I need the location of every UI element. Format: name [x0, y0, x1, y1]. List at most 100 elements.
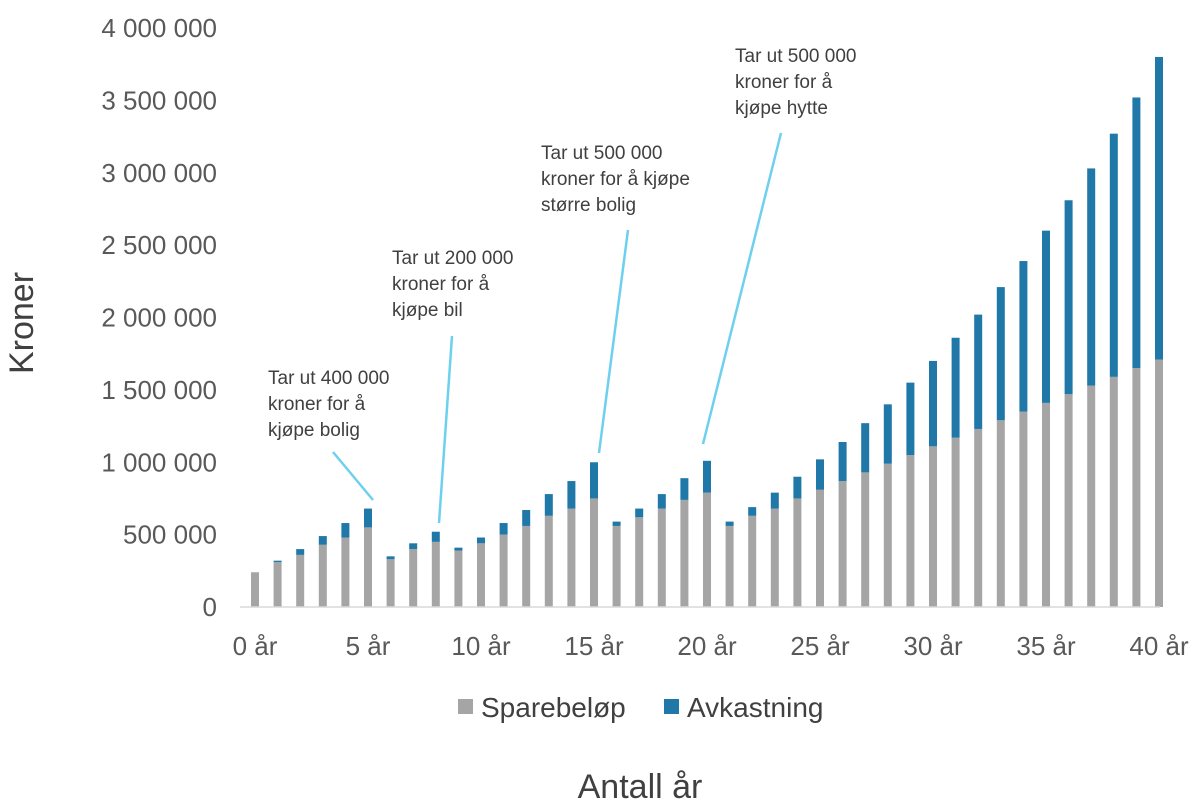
bar-sparebelop-year-24: [793, 498, 802, 607]
y-tick-label: 1 000 000: [101, 447, 217, 477]
bar-sparebelop-year-1: [273, 562, 282, 607]
bar-avkastning-year-17: [635, 508, 644, 518]
bar-avkastning-year-25: [816, 459, 824, 490]
bar-avkastning-year-39: [1132, 97, 1141, 369]
x-tick-label: 0 år: [233, 631, 278, 661]
bar-sparebelop-year-5: [364, 527, 372, 607]
bar-sparebelop-year-9: [454, 550, 463, 607]
legend-swatch-avkastning: [664, 699, 679, 714]
bar-avkastning-year-19: [680, 478, 689, 500]
annotation-line: Tar ut 200 000: [392, 248, 513, 269]
bar-avkastning-year-36: [1064, 200, 1073, 395]
y-tick-label: 3 000 000: [101, 158, 217, 188]
bar-avkastning-year-1: [273, 560, 282, 563]
bar-avkastning-year-34: [1019, 261, 1028, 412]
bar-sparebelop-year-38: [1109, 376, 1118, 607]
annotation-year-5: Tar ut 400 000 kroner for å kjøpe bolig: [268, 368, 389, 441]
annotation-leader-line: [332, 451, 374, 501]
y-tick-label: 0: [203, 592, 217, 622]
bar-avkastning-year-8: [431, 531, 440, 542]
bar-avkastning-year-13: [544, 494, 553, 516]
annotation-leader-line: [701, 132, 783, 445]
annotation-line: kjøpe bil: [392, 300, 463, 321]
bar-sparebelop-year-26: [838, 481, 847, 607]
bar-avkastning-year-11: [499, 523, 508, 535]
bar-avkastning-year-18: [657, 494, 666, 509]
bar-avkastning-year-33: [996, 287, 1005, 421]
bar-avkastning-year-14: [567, 481, 576, 509]
y-axis-title: Kroner: [3, 272, 41, 374]
y-tick-label: 4 000 000: [101, 13, 217, 43]
bar-avkastning-year-28: [883, 404, 892, 464]
bar-sparebelop-year-28: [883, 463, 892, 607]
bar-avkastning-year-3: [318, 536, 327, 545]
annotation-line: kroner for å: [735, 72, 833, 93]
bar-avkastning-year-2: [296, 549, 305, 555]
bars-group: [251, 56, 1163, 608]
bar-sparebelop-year-39: [1132, 368, 1141, 607]
bar-avkastning-year-32: [974, 314, 983, 429]
bar-sparebelop-year-11: [499, 534, 508, 608]
bar-sparebelop-year-18: [657, 508, 666, 607]
x-tick-label: 30 år: [903, 631, 963, 661]
legend: Sparebeløp Avkastning: [458, 692, 823, 723]
y-axis: 0 500 000 1 000 000 1 500 000 2 000 000 2 500…: [101, 13, 217, 622]
bar-sparebelop-year-13: [544, 515, 553, 607]
annotations-group: Tar ut 400 000 kroner for å kjøpe bolig Tar…: [268, 46, 856, 524]
legend-swatch-sparebelop: [458, 699, 473, 714]
bar-sparebelop-year-37: [1087, 385, 1096, 607]
bar-avkastning-year-38: [1109, 133, 1118, 377]
bar-avkastning-year-5: [364, 508, 372, 528]
bar-sparebelop-year-23: [770, 508, 779, 607]
bar-avkastning-year-26: [838, 441, 847, 482]
bar-sparebelop-year-7: [409, 549, 418, 607]
bar-sparebelop-year-6: [386, 559, 395, 607]
bar-avkastning-year-16: [612, 521, 621, 526]
bar-sparebelop-year-14: [567, 508, 576, 607]
bar-sparebelop-year-16: [612, 525, 621, 607]
y-tick-label: 1 500 000: [101, 375, 217, 405]
legend-label-sparebelop: Sparebeløp: [481, 692, 626, 723]
x-tick-label: 40 år: [1129, 631, 1189, 661]
annotation-year-20: Tar ut 500 000 kroner for å kjøpe hytte: [735, 46, 856, 119]
bar-sparebelop-year-15: [590, 498, 598, 607]
bar-sparebelop-year-30: [929, 446, 937, 607]
bar-sparebelop-year-8: [431, 541, 440, 607]
bar-sparebelop-year-25: [816, 489, 824, 607]
bar-sparebelop-year-19: [680, 499, 689, 607]
x-axis-title: Antall år: [578, 768, 703, 806]
bar-avkastning-year-21: [725, 521, 734, 526]
x-axis: 0 år 5 år 10 år 15 år 20 år 25 år 30 år 35 år 40…: [233, 606, 1189, 661]
bar-sparebelop-year-4: [341, 537, 350, 607]
bar-avkastning-year-20: [703, 460, 711, 493]
bar-avkastning-year-23: [770, 492, 779, 509]
bar-avkastning-year-7: [409, 543, 418, 550]
annotation-year-15: Tar ut 500 000 kroner for å kjøpe større b…: [541, 143, 690, 216]
bar-avkastning-year-30: [929, 360, 937, 447]
bar-sparebelop-year-21: [725, 525, 734, 607]
bar-avkastning-year-6: [386, 556, 395, 560]
bar-avkastning-year-24: [793, 476, 802, 499]
bar-sparebelop-year-27: [861, 472, 870, 607]
annotation-line: Tar ut 500 000: [541, 143, 662, 164]
bar-sparebelop-year-0: [251, 572, 259, 607]
y-tick-label: 3 500 000: [101, 85, 217, 115]
bar-avkastning-year-22: [748, 507, 757, 516]
bar-sparebelop-year-22: [748, 515, 757, 607]
bar-avkastning-year-27: [861, 423, 870, 473]
bar-avkastning-year-12: [522, 510, 531, 526]
bar-sparebelop-year-33: [996, 420, 1005, 607]
y-tick-label: 2 500 000: [101, 230, 217, 260]
bar-avkastning-year-15: [590, 462, 598, 499]
bar-avkastning-year-31: [951, 337, 960, 438]
bar-sparebelop-year-36: [1064, 394, 1073, 607]
x-tick-label: 20 år: [677, 631, 737, 661]
bar-avkastning-year-35: [1042, 230, 1050, 403]
x-tick-label: 5 år: [346, 631, 391, 661]
y-tick-label: 500 000: [123, 520, 217, 550]
annotation-leader-line: [437, 335, 454, 524]
x-tick-label: 10 år: [451, 631, 511, 661]
annotation-leader-line: [597, 229, 630, 454]
annotation-line: kroner for å: [268, 394, 366, 415]
